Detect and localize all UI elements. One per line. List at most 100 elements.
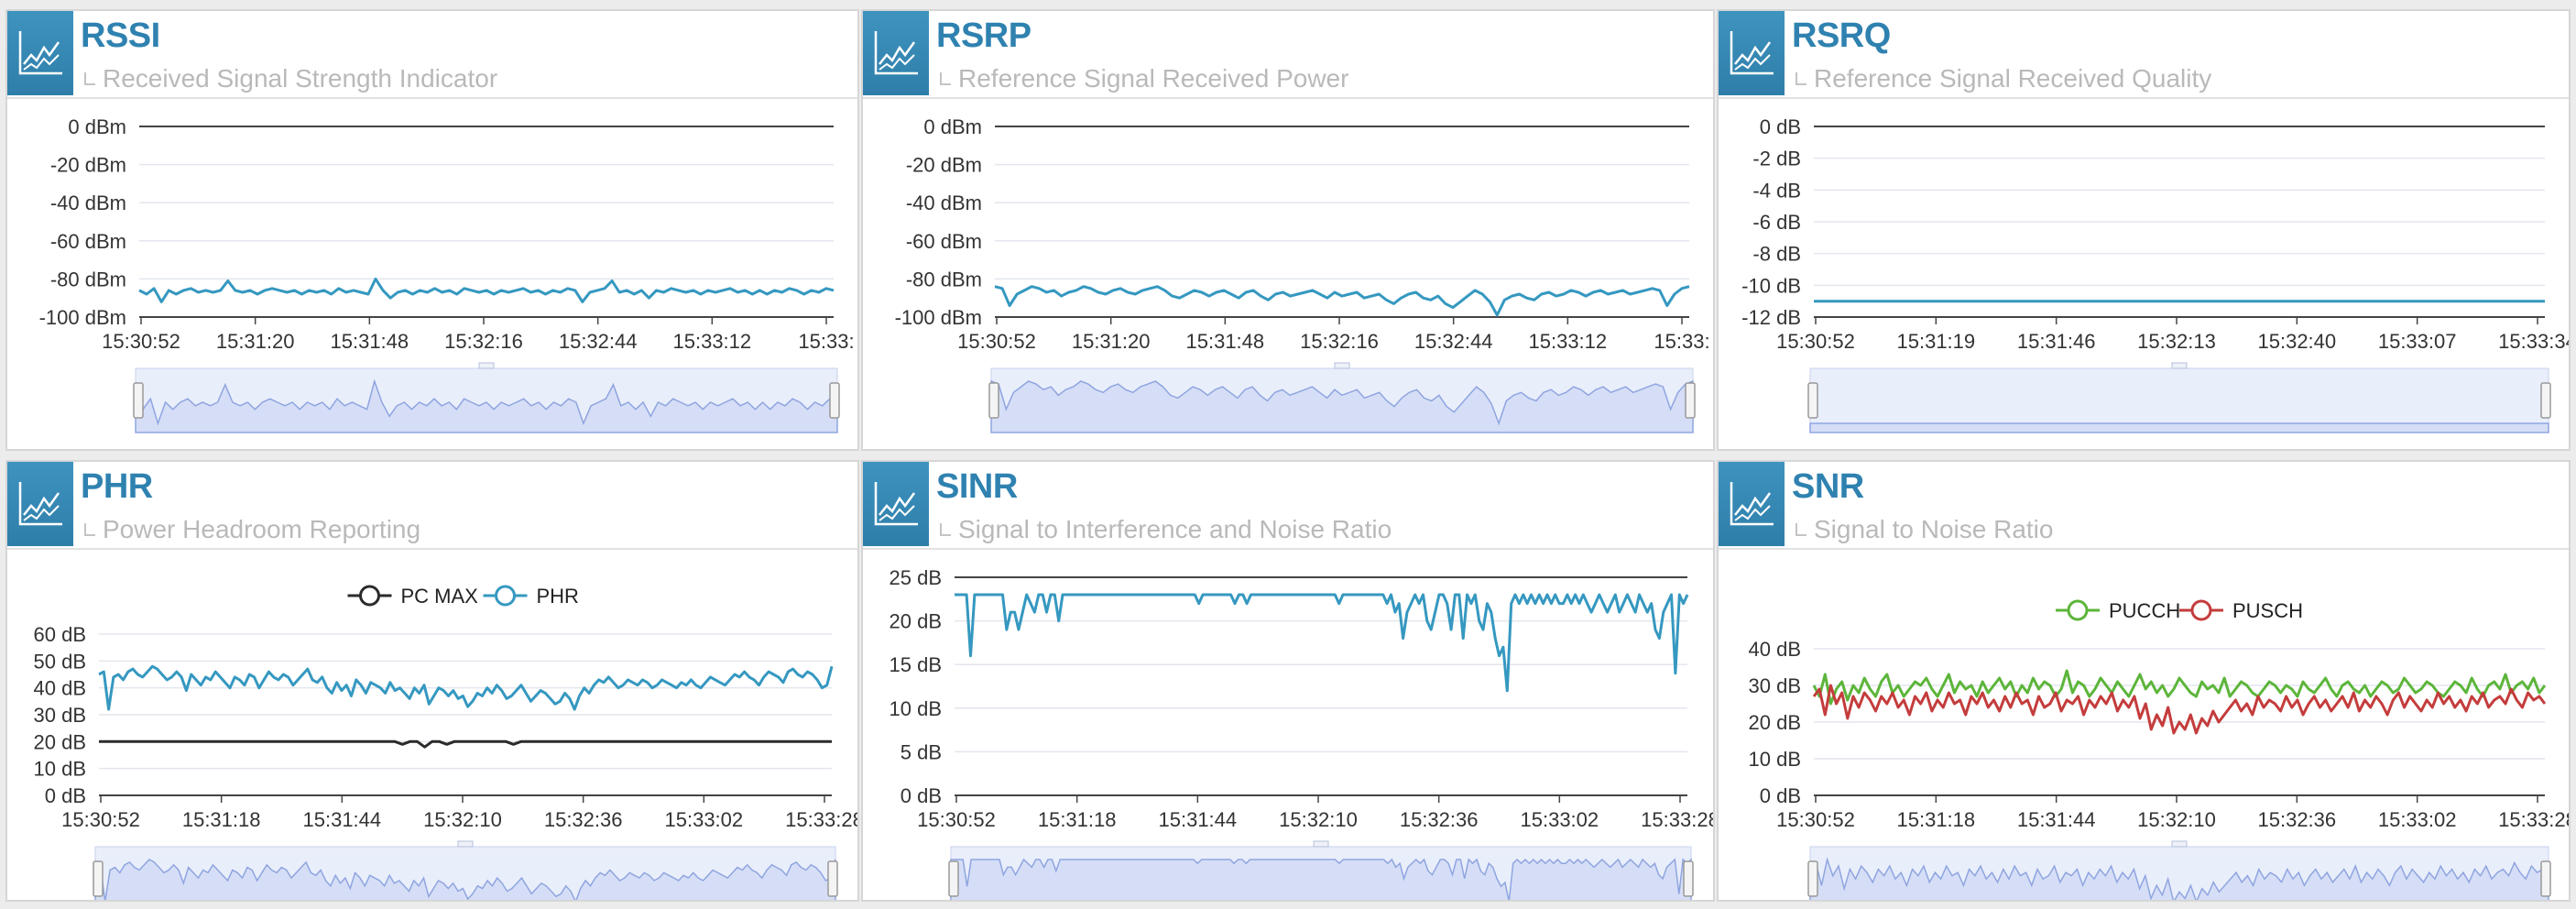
rsrq-panel: RSRQ Reference Signal Received Quality 0…: [1717, 9, 2571, 451]
panel-subtitle: Signal to Interference and Noise Ratio: [940, 515, 1392, 544]
subtitle-hook-icon: [84, 72, 95, 85]
series-line: [138, 277, 835, 303]
x-tick-label: 15:30:52: [957, 330, 1036, 353]
navigator-handle-left: [948, 860, 959, 897]
navigator-scrollbar-grip: [1313, 840, 1329, 848]
series-line: [98, 664, 834, 711]
y-tick-label: 25 dB: [890, 566, 943, 589]
panel-subtitle-text: Reference Signal Received Power: [958, 64, 1349, 93]
y-tick-label: 20 dB: [890, 610, 943, 633]
series-line: [1812, 669, 2547, 706]
line-chart-icon: [7, 11, 73, 95]
subtitle-hook-icon: [940, 72, 951, 85]
x-tick-label: 15:32:16: [1300, 330, 1379, 353]
y-tick-label: -10 dB: [1741, 274, 1801, 297]
x-tick-label: 15:31:18: [182, 808, 261, 831]
phr-panel: PHR Power Headroom Reporting 60 dB 50 dB 4…: [5, 460, 859, 902]
line-chart-icon: [863, 462, 929, 546]
y-tick-label: 0 dB: [1760, 115, 1801, 138]
panel-subtitle-text: Power Headroom Reporting: [103, 515, 421, 543]
navigator-scrollbar-grip: [478, 362, 495, 369]
panel-title: RSRP: [936, 16, 1031, 55]
x-tick-label: 15:31:18: [1038, 808, 1117, 831]
y-tick-label: -80 dBm: [50, 268, 126, 290]
x-tick-label: 15:33:12: [1529, 330, 1608, 353]
y-tick-label: 60 dB: [34, 623, 87, 646]
navigator-handle-right: [1685, 382, 1696, 419]
subtitle-hook-icon: [84, 523, 95, 536]
panel-title: SINR: [936, 467, 1018, 506]
x-tick-label: 15:33:34: [2498, 330, 2569, 353]
rsrq-chart[interactable]: 0 dB-2 dB-4 dB-6 dB-8 dB-10 dB-12 dB15:3…: [1719, 97, 2569, 449]
y-tick-label: -20 dBm: [906, 154, 982, 177]
navigator-scrollbar-grip: [457, 840, 474, 848]
panel-subtitle-text: Reference Signal Received Quality: [1814, 64, 2212, 93]
panel-header: RSSI Received Signal Strength Indicator: [7, 11, 857, 99]
y-tick-label: -2 dB: [1752, 148, 1801, 170]
navigator-series: [1809, 857, 2549, 900]
legend-label: PC MAX: [401, 585, 479, 608]
legend-label: PHR: [537, 585, 579, 608]
legend-label: PUSCH: [2232, 599, 2303, 622]
panel-header: SINR Signal to Interference and Noise Ra…: [863, 462, 1713, 550]
y-tick-label: 40 dB: [1749, 638, 1802, 661]
x-tick-label: 15:33:28: [1641, 808, 1713, 831]
x-tick-label: 15:32:13: [2137, 330, 2216, 353]
line-chart-icon: [1719, 462, 1785, 546]
x-tick-label: 15:31:20: [216, 330, 295, 353]
y-tick-label: 10 dB: [1749, 748, 1802, 771]
x-tick-label: 15:32:44: [559, 330, 638, 353]
navigator-handle-right: [1683, 860, 1694, 897]
y-tick-label: -40 dBm: [50, 192, 126, 214]
panel-header: SNR Signal to Noise Ratio: [1719, 462, 2569, 550]
navigator-handle-left: [1807, 382, 1818, 419]
navigator-series: [94, 859, 836, 900]
legend-marker: [2190, 599, 2212, 621]
navigator-scrollbar-grip: [2171, 840, 2188, 848]
phr-chart[interactable]: 60 dB 50 dB 40 dB 30 dB 20 dB 10 dB 0 dB15:30:…: [7, 548, 857, 900]
series-line: [955, 593, 1689, 693]
y-tick-label: 0 dBm: [923, 115, 982, 138]
x-tick-label: 15:33:28: [2498, 808, 2569, 831]
y-tick-label: -40 dBm: [906, 192, 982, 214]
y-tick-label: 50 dB: [34, 650, 87, 673]
series-line: [1812, 684, 2547, 735]
x-tick-label: 15:33:07: [2378, 330, 2457, 353]
x-tick-label: 15:32:36: [544, 808, 623, 831]
x-tick-label: 15:32:40: [2258, 330, 2337, 353]
navigator-series: [1809, 422, 2549, 433]
legend-marker: [495, 585, 516, 607]
x-tick-label: 15:32:10: [2137, 808, 2216, 831]
navigator-handle-left: [1807, 860, 1818, 897]
navigator-series: [950, 858, 1692, 900]
y-tick-label: -8 dB: [1752, 243, 1801, 266]
panel-subtitle: Power Headroom Reporting: [84, 515, 420, 544]
panel-title: RSSI: [81, 16, 160, 55]
x-tick-label: 15:33:02: [1521, 808, 1599, 831]
navigator-series: [990, 379, 1694, 433]
x-tick-label: 15:31:19: [1897, 330, 1976, 353]
y-tick-label: 0 dBm: [68, 115, 126, 138]
y-tick-label: 30 dB: [34, 704, 87, 727]
x-tick-label: 15:30:52: [1776, 330, 1855, 353]
x-tick-label: 15:31:18: [1897, 808, 1976, 831]
y-tick-label: 20 dB: [34, 730, 87, 753]
snr-panel: SNR Signal to Noise Ratio 40 dB 30 dB 20 d…: [1717, 460, 2571, 902]
rsrp-chart[interactable]: 0 dBm -20 dBm -40 dBm -60 dBm -80 dBm -100 dB…: [863, 97, 1713, 449]
navigator-handle-right: [827, 860, 838, 897]
y-tick-label: 15 dB: [890, 653, 943, 676]
x-tick-label: 15:31:48: [331, 330, 409, 353]
panel-subtitle-text: Signal to Interference and Noise Ratio: [958, 515, 1392, 543]
rssi-chart[interactable]: 0 dBm -20 dBm -40 dBm -60 dBm -80 dBm -100 dB…: [7, 97, 857, 449]
x-tick-label: 15:32:44: [1414, 330, 1493, 353]
panel-header: PHR Power Headroom Reporting: [7, 462, 857, 550]
y-tick-label: 40 dB: [34, 677, 87, 700]
x-tick-label: 15:32:10: [1279, 808, 1358, 831]
x-tick-label: 15:30:52: [61, 808, 140, 831]
panel-title: SNR: [1792, 467, 1864, 506]
x-tick-label: 15:32:36: [2258, 808, 2337, 831]
line-chart-icon: [7, 462, 73, 546]
y-tick-label: 0 dB: [45, 784, 86, 807]
